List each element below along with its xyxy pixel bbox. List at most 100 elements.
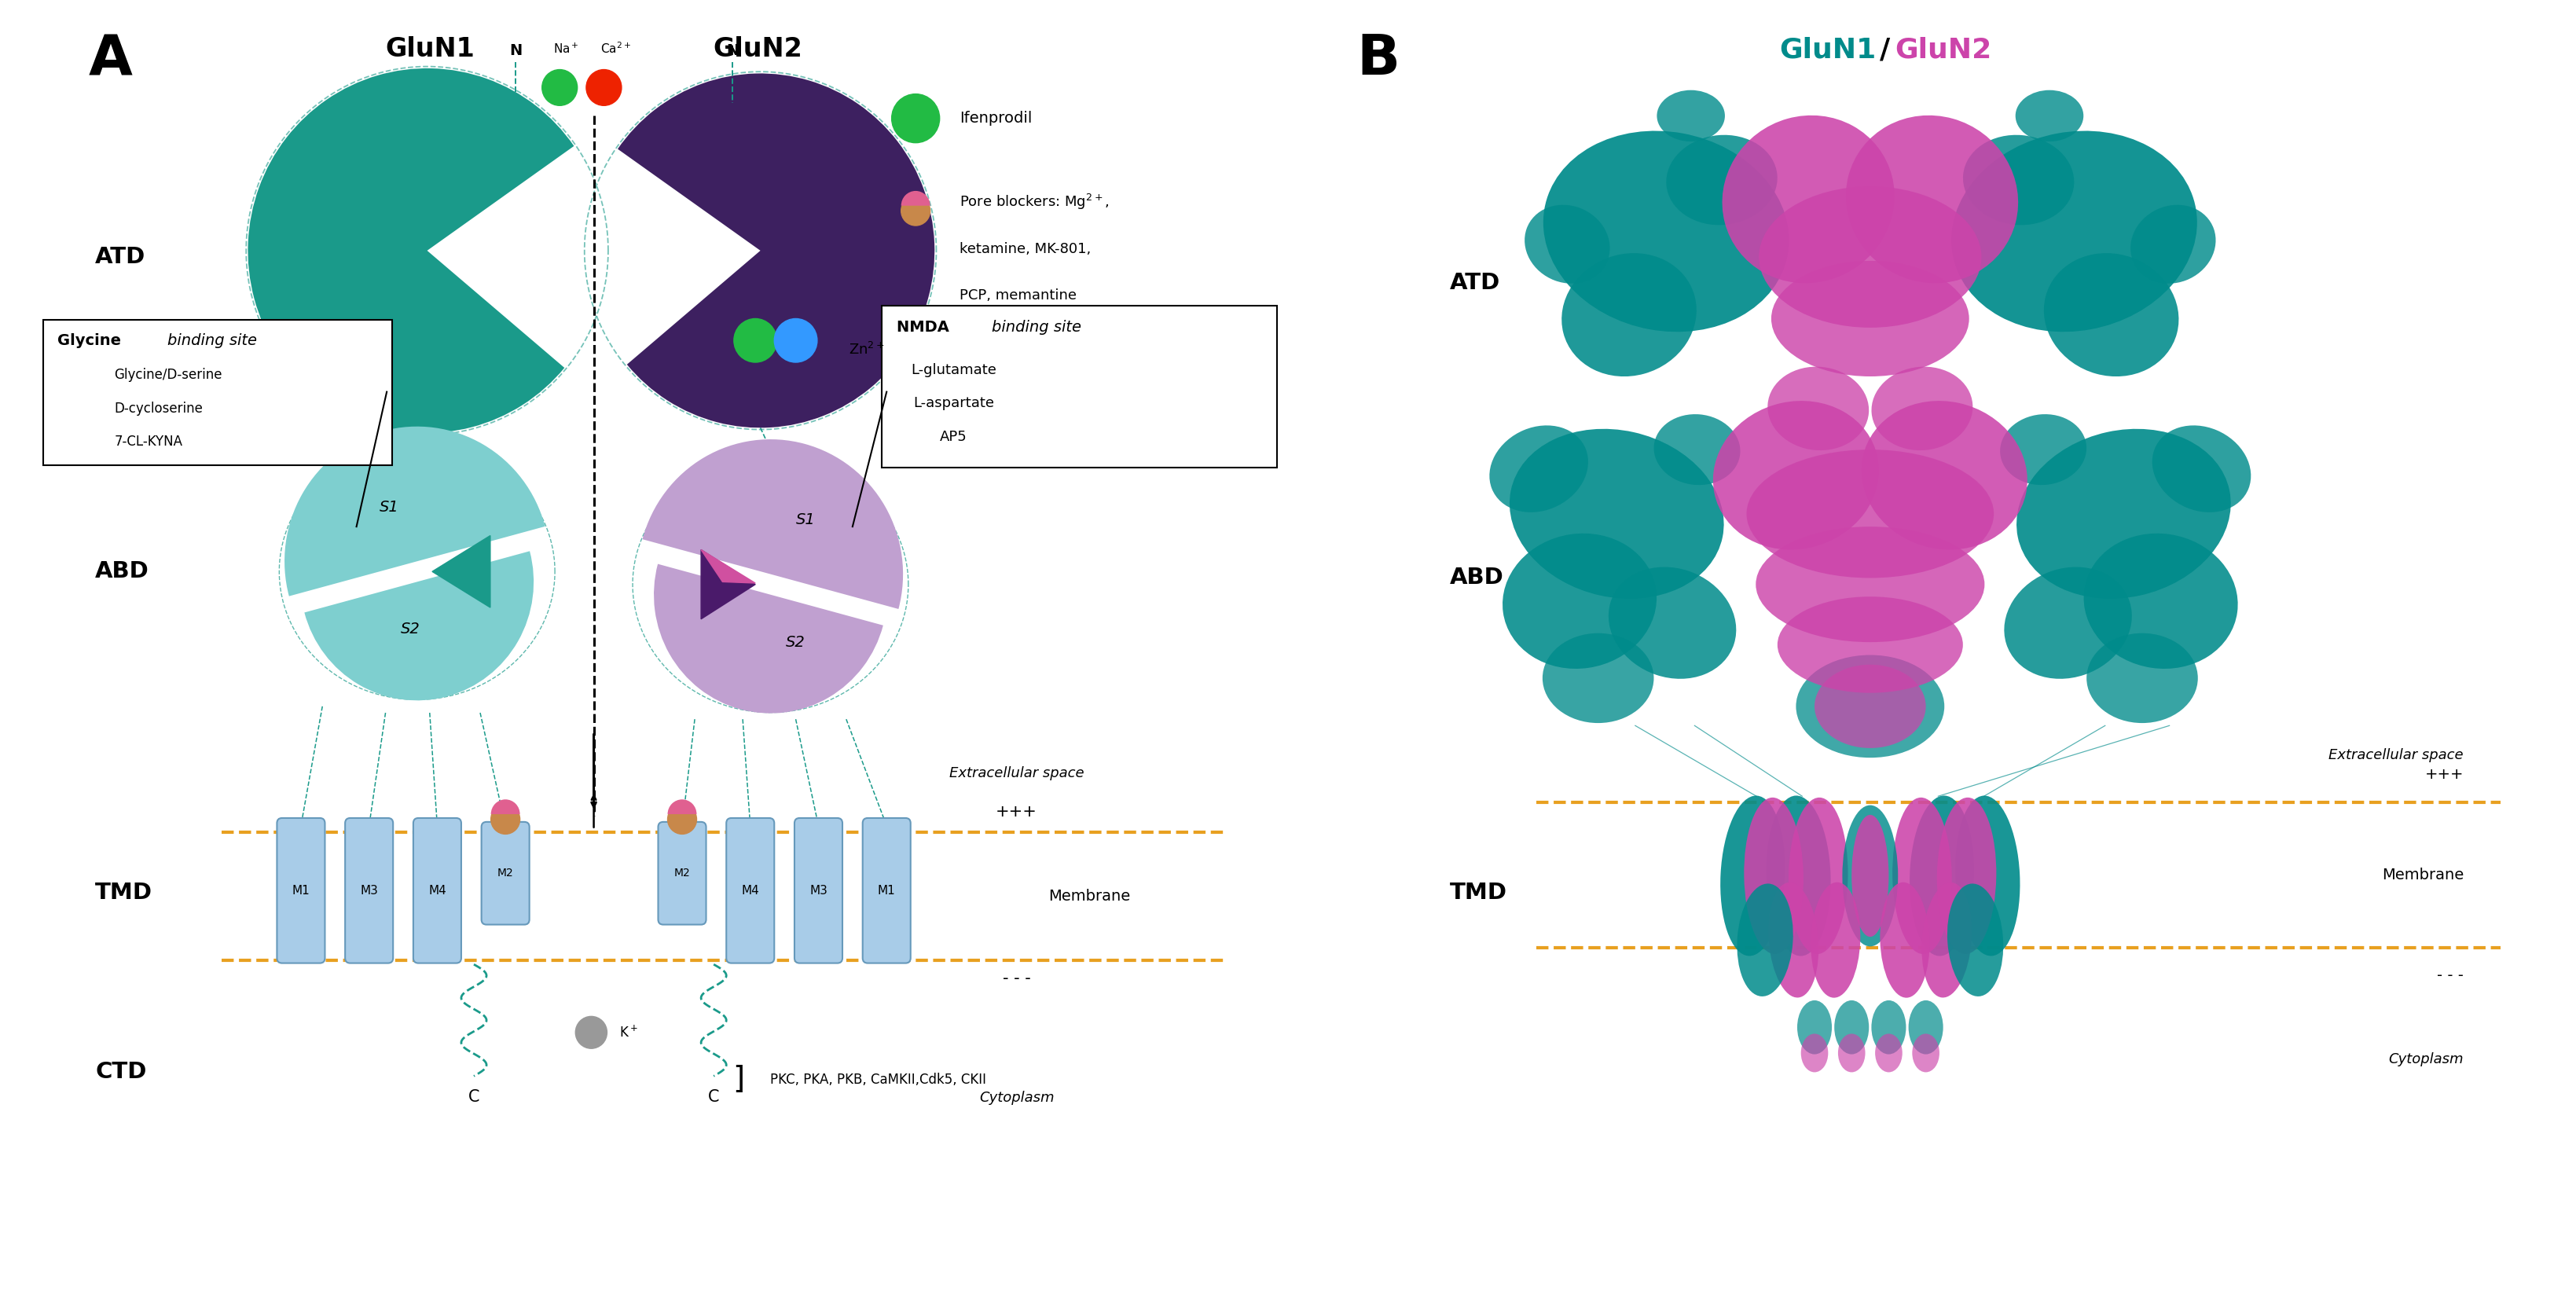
Wedge shape	[641, 439, 904, 609]
Ellipse shape	[1510, 428, 1723, 599]
Text: M2: M2	[675, 867, 690, 879]
Circle shape	[667, 804, 696, 834]
Text: L-aspartate: L-aspartate	[912, 397, 994, 410]
Ellipse shape	[2087, 633, 2197, 723]
Text: C: C	[708, 1089, 719, 1104]
Text: Glycine: Glycine	[57, 333, 126, 348]
FancyBboxPatch shape	[863, 817, 909, 963]
Ellipse shape	[1747, 449, 1994, 578]
Text: M2: M2	[497, 867, 513, 879]
Text: /: /	[1880, 37, 1891, 63]
Ellipse shape	[1801, 1034, 1829, 1072]
Circle shape	[891, 94, 940, 143]
Ellipse shape	[1922, 883, 1973, 998]
Ellipse shape	[1721, 795, 1785, 956]
Text: ATD: ATD	[95, 246, 147, 269]
Ellipse shape	[1543, 131, 1790, 331]
Wedge shape	[654, 565, 884, 713]
Text: Membrane: Membrane	[1048, 889, 1131, 904]
Polygon shape	[701, 550, 755, 620]
Ellipse shape	[1947, 884, 2004, 997]
Ellipse shape	[1870, 1001, 1906, 1055]
Ellipse shape	[1525, 204, 1610, 283]
Polygon shape	[701, 550, 755, 583]
Ellipse shape	[1811, 882, 1860, 998]
Ellipse shape	[1798, 1001, 1832, 1055]
Ellipse shape	[1502, 533, 1656, 668]
Ellipse shape	[1839, 1034, 1865, 1072]
FancyBboxPatch shape	[44, 320, 392, 465]
Ellipse shape	[1834, 1001, 1870, 1055]
Ellipse shape	[1767, 367, 1868, 451]
Ellipse shape	[1561, 253, 1698, 376]
Text: CTD: CTD	[95, 1061, 147, 1083]
Text: 7-CL-KYNA: 7-CL-KYNA	[113, 435, 183, 449]
FancyBboxPatch shape	[793, 817, 842, 963]
Ellipse shape	[1842, 806, 1899, 946]
Text: Ca$^{2+}$: Ca$^{2+}$	[600, 41, 631, 55]
Ellipse shape	[1909, 1001, 1942, 1055]
Text: Cytoplasm: Cytoplasm	[2388, 1052, 2463, 1066]
Text: S2: S2	[786, 635, 806, 650]
Ellipse shape	[1880, 882, 1929, 998]
Ellipse shape	[1767, 883, 1819, 998]
Circle shape	[492, 804, 520, 834]
Wedge shape	[667, 799, 696, 815]
Circle shape	[574, 1017, 608, 1048]
Wedge shape	[283, 427, 546, 596]
Text: ketamine, MK-801,: ketamine, MK-801,	[961, 242, 1092, 257]
Ellipse shape	[2014, 90, 2084, 141]
Ellipse shape	[1795, 655, 1945, 757]
Ellipse shape	[1667, 135, 1777, 225]
Ellipse shape	[1656, 90, 1726, 141]
Wedge shape	[247, 68, 574, 432]
Ellipse shape	[1607, 567, 1736, 679]
Text: N: N	[726, 43, 739, 58]
Ellipse shape	[1723, 115, 1893, 283]
Text: binding site: binding site	[992, 320, 1082, 335]
Circle shape	[734, 318, 778, 363]
Ellipse shape	[1950, 131, 2197, 331]
FancyBboxPatch shape	[657, 821, 706, 925]
Text: M3: M3	[809, 884, 827, 896]
Text: M3: M3	[361, 884, 379, 896]
Text: ATD: ATD	[1450, 271, 1499, 293]
Ellipse shape	[1873, 367, 1973, 451]
Text: Ifenprodil: Ifenprodil	[961, 111, 1033, 126]
Text: S1: S1	[379, 500, 399, 515]
Ellipse shape	[1847, 115, 2017, 283]
Wedge shape	[618, 73, 935, 428]
Ellipse shape	[1852, 815, 1888, 937]
Ellipse shape	[1744, 798, 1803, 954]
Text: Zn$^{2+}$: Zn$^{2+}$	[848, 342, 884, 358]
FancyBboxPatch shape	[278, 817, 325, 963]
Ellipse shape	[1772, 261, 1968, 376]
FancyBboxPatch shape	[881, 305, 1278, 468]
Ellipse shape	[2017, 428, 2231, 599]
FancyBboxPatch shape	[482, 821, 531, 925]
Circle shape	[587, 69, 621, 106]
Ellipse shape	[1893, 798, 1953, 954]
Ellipse shape	[1937, 798, 1996, 954]
Ellipse shape	[1654, 414, 1741, 485]
Text: GluN2: GluN2	[1896, 37, 1991, 63]
Ellipse shape	[1814, 664, 1927, 748]
Ellipse shape	[1911, 1034, 1940, 1072]
Ellipse shape	[1489, 426, 1589, 512]
Text: M4: M4	[742, 884, 760, 896]
Text: C: C	[469, 1089, 479, 1104]
Text: M4: M4	[428, 884, 446, 896]
Text: N: N	[510, 43, 523, 58]
Text: Cytoplasm: Cytoplasm	[979, 1091, 1054, 1104]
Ellipse shape	[1875, 1034, 1901, 1072]
Text: S1: S1	[796, 512, 817, 528]
Circle shape	[902, 196, 930, 225]
Text: PKC, PKA, PKB, CaMKII,Cdk5, CKII: PKC, PKA, PKB, CaMKII,Cdk5, CKII	[770, 1073, 987, 1087]
Ellipse shape	[1713, 401, 1878, 550]
Text: GluN1: GluN1	[384, 37, 474, 62]
Text: A: A	[88, 33, 134, 86]
Text: TMD: TMD	[95, 882, 152, 904]
Ellipse shape	[1788, 798, 1847, 954]
Text: ]: ]	[732, 1065, 744, 1095]
Text: Membrane: Membrane	[2383, 867, 2463, 883]
